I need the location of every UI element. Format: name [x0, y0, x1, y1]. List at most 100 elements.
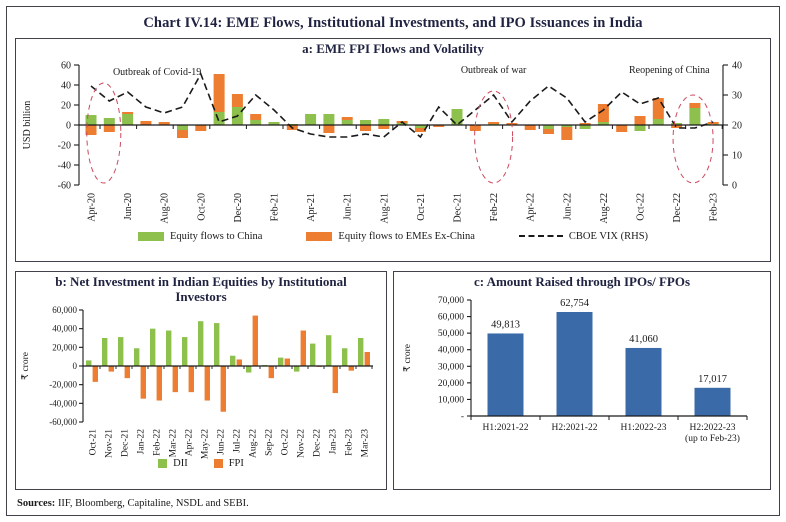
svg-text:49,813: 49,813 — [491, 319, 520, 330]
legend-vix-swatch-icon — [518, 235, 563, 238]
svg-text:Oct-21: Oct-21 — [89, 429, 99, 456]
legend-fpi: FPI — [213, 458, 244, 470]
svg-text:20,000: 20,000 — [438, 378, 464, 388]
svg-text:41,060: 41,060 — [629, 334, 658, 345]
svg-text:USD billion: USD billion — [22, 100, 33, 149]
legend-ex-china-label: Equity flows to EMEs Ex-China — [338, 230, 475, 242]
svg-text:Outbreak of war: Outbreak of war — [461, 65, 527, 76]
svg-text:Reopening of China: Reopening of China — [629, 65, 710, 76]
svg-text:Feb-22: Feb-22 — [153, 429, 163, 456]
legend-vix: CBOE VIX (RHS) — [518, 230, 649, 242]
svg-text:H1:2021-22: H1:2021-22 — [483, 423, 529, 433]
svg-text:10: 10 — [732, 150, 742, 161]
page-title: Chart IV.14: EME Flows, Institutional In… — [143, 15, 643, 31]
legend-dii: DII — [158, 458, 188, 469]
panel-a: a: EME FPI Flows and Volatility -60 -40 -2… — [15, 38, 771, 262]
svg-text:Apr-22: Apr-22 — [526, 193, 537, 222]
panel-b-legend: DII FPI — [16, 458, 386, 469]
svg-text:Oct-22: Oct-22 — [281, 429, 291, 456]
svg-text:Nov-22: Nov-22 — [297, 429, 307, 458]
svg-text:Feb-23: Feb-23 — [709, 193, 720, 221]
svg-text:Jan-23: Jan-23 — [329, 429, 339, 455]
svg-text:-20: -20 — [58, 140, 71, 151]
svg-text:Aug-21: Aug-21 — [379, 193, 390, 224]
svg-text:Jan-22: Jan-22 — [137, 429, 147, 455]
svg-text:-20,000: -20,000 — [49, 380, 77, 390]
legend-china: Equity flows to China — [137, 230, 263, 242]
svg-text:₹ crore: ₹ crore — [21, 352, 31, 380]
svg-text:50,000: 50,000 — [438, 329, 464, 339]
legend-ex-china-swatch-icon — [306, 231, 333, 241]
svg-text:Jul-22: Jul-22 — [233, 429, 243, 453]
svg-text:Oct-21: Oct-21 — [416, 193, 427, 221]
svg-text:Dec-22: Dec-22 — [313, 429, 323, 457]
legend-vix-label: CBOE VIX (RHS) — [568, 230, 649, 242]
svg-text:-60: -60 — [58, 180, 71, 191]
svg-text:Apr-22: Apr-22 — [185, 429, 195, 456]
svg-text:Feb-23: Feb-23 — [345, 429, 355, 456]
svg-text:Jun-20: Jun-20 — [123, 193, 134, 220]
svg-text:-: - — [461, 412, 464, 422]
svg-text:Jun-21: Jun-21 — [343, 193, 354, 220]
svg-text:Mar-22: Mar-22 — [169, 429, 179, 458]
legend-dii-label: DII — [173, 458, 188, 470]
svg-text:Nov-21: Nov-21 — [105, 429, 115, 458]
svg-text:20: 20 — [61, 100, 71, 111]
svg-text:H1:2022-23: H1:2022-23 — [621, 423, 667, 433]
svg-text:30: 30 — [732, 90, 742, 101]
svg-text:Dec-20: Dec-20 — [233, 193, 244, 222]
svg-text:0: 0 — [66, 120, 71, 131]
svg-text:H2:2022-23: H2:2022-23 — [690, 423, 736, 433]
panel-b-title: b: Net Investment in Indian Equities by … — [55, 274, 347, 304]
legend-china-label: Equity flows to China — [169, 230, 263, 242]
svg-text:₹ crore: ₹ crore — [403, 344, 413, 372]
legend-dii-swatch-icon — [158, 459, 168, 469]
svg-text:Jun-22: Jun-22 — [562, 193, 573, 220]
svg-text:60,000: 60,000 — [438, 312, 464, 322]
svg-text:-40: -40 — [58, 160, 71, 171]
panel-a-title: a: EME FPI Flows and Volatility — [302, 41, 484, 56]
svg-text:Dec-21: Dec-21 — [453, 193, 464, 222]
svg-text:Dec-22: Dec-22 — [672, 193, 683, 222]
sources-label: Sources: — [17, 498, 56, 509]
panel-a-legend: Equity flows to China Equity flows to EME… — [16, 231, 770, 242]
svg-text:20: 20 — [732, 120, 742, 131]
svg-text:30,000: 30,000 — [438, 362, 464, 372]
svg-text:Apr-20: Apr-20 — [87, 193, 98, 222]
panel-a-chart: -60 -40 -20 0 20 40 60 USD billion 0 10 20 30 40 Apr-… — [22, 60, 742, 224]
svg-text:Outbreak of Covid-19: Outbreak of Covid-19 — [113, 67, 201, 78]
svg-text:Oct-20: Oct-20 — [196, 193, 207, 221]
svg-text:Mar-23: Mar-23 — [361, 429, 371, 458]
legend-china-swatch-icon — [137, 231, 164, 241]
svg-text:Aug-22: Aug-22 — [599, 193, 610, 224]
svg-text:-60,000: -60,000 — [49, 417, 77, 427]
svg-text:Aug-20: Aug-20 — [160, 193, 171, 224]
svg-text:0: 0 — [732, 180, 737, 191]
svg-text:17,017: 17,017 — [698, 373, 727, 384]
svg-text:40,000: 40,000 — [438, 345, 464, 355]
sources-line: Sources: IIF, Bloomberg, Capitaline, NSD… — [17, 498, 249, 509]
svg-text:Aug-22: Aug-22 — [249, 429, 259, 458]
figure-border: Chart IV.14: EME Flows, Institutional In… — [6, 6, 780, 516]
svg-text:60: 60 — [61, 60, 71, 71]
svg-text:62,754: 62,754 — [560, 298, 590, 309]
svg-text:Dec-21: Dec-21 — [121, 429, 131, 457]
svg-text:Jun-22: Jun-22 — [217, 429, 227, 455]
panel-c-chart: - 10,000 20,000 30,000 40,000 50,000 60,000 70,… — [403, 296, 748, 444]
panel-c-title: c: Amount Raised through IPOs/ FPOs — [473, 274, 691, 289]
svg-text:60,000: 60,000 — [52, 305, 77, 315]
panel-b-chart: -60,000 -40,000 -20,000 0 20,000 40,000 60,000… — [21, 305, 373, 459]
svg-text:40,000: 40,000 — [52, 324, 77, 334]
svg-text:Apr-21: Apr-21 — [306, 193, 317, 222]
svg-text:May-22: May-22 — [201, 429, 211, 459]
svg-text:Sep-22: Sep-22 — [265, 429, 275, 456]
legend-fpi-label: FPI — [228, 458, 244, 470]
panel-b: b: Net Investment in Indian Equities by … — [15, 271, 387, 490]
svg-text:Feb-21: Feb-21 — [270, 193, 281, 221]
svg-text:10,000: 10,000 — [438, 395, 464, 405]
svg-text:-40,000: -40,000 — [49, 398, 77, 408]
svg-text:Oct-22: Oct-22 — [636, 193, 647, 221]
svg-text:H2:2021-22: H2:2021-22 — [552, 423, 598, 433]
svg-text:20,000: 20,000 — [52, 342, 77, 352]
